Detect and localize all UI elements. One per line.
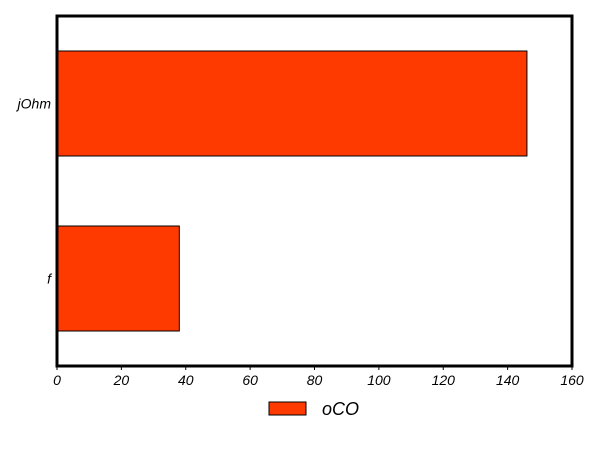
legend-swatch xyxy=(268,401,307,416)
legend-label: oCO xyxy=(322,399,359,419)
y-tick-label: jOhm xyxy=(16,96,52,112)
x-tick-label: 0 xyxy=(53,372,61,388)
legend: oCO xyxy=(268,399,359,419)
x-tick-label: 60 xyxy=(242,372,258,388)
bar-f xyxy=(56,225,180,332)
x-tick-label: 40 xyxy=(178,372,194,388)
x-tick-label: 140 xyxy=(496,372,520,388)
bar-jOhm xyxy=(56,50,528,157)
bars-group xyxy=(56,50,528,332)
x-tick-label: 100 xyxy=(367,372,391,388)
x-tick-label: 120 xyxy=(432,372,456,388)
x-tick-label: 80 xyxy=(307,372,323,388)
x-tick-label: 20 xyxy=(113,372,130,388)
x-axis-ticks: 0 20 40 60 80 100 120 140 160 xyxy=(53,366,584,388)
x-tick-label: 160 xyxy=(560,372,584,388)
y-tick-label: f xyxy=(47,271,53,287)
y-axis-ticks: f jOhm xyxy=(16,96,54,287)
